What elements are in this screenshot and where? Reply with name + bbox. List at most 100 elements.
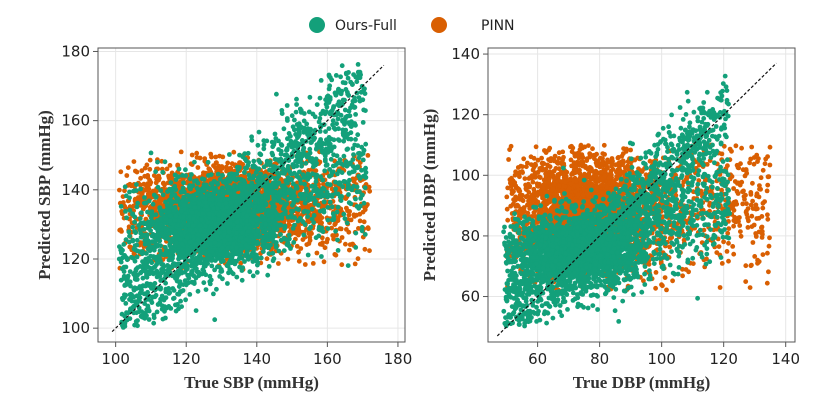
data-point	[315, 218, 321, 224]
data-point	[323, 129, 328, 135]
data-point	[326, 72, 332, 78]
data-point	[276, 261, 281, 266]
data-point	[192, 159, 197, 165]
data-point	[282, 223, 288, 229]
data-point	[175, 162, 181, 168]
data-point	[194, 155, 200, 160]
data-point	[301, 232, 307, 238]
data-point	[295, 231, 300, 237]
data-point	[367, 248, 372, 254]
data-point	[166, 173, 172, 179]
data-point	[125, 273, 131, 279]
data-point	[317, 241, 323, 247]
data-point	[352, 261, 358, 267]
data-point	[362, 185, 368, 191]
data-point	[187, 176, 193, 182]
data-point	[346, 212, 352, 218]
data-point	[132, 229, 138, 234]
data-point	[207, 281, 213, 287]
data-point	[342, 97, 347, 103]
data-point	[124, 257, 130, 263]
data-point	[332, 222, 338, 228]
legend-label-pinn: PINN	[481, 18, 515, 34]
data-point	[175, 174, 181, 180]
data-point	[142, 173, 148, 179]
data-point	[131, 159, 137, 165]
data-point	[258, 152, 264, 158]
data-point	[254, 270, 260, 275]
data-point	[325, 217, 331, 223]
data-point	[362, 246, 368, 252]
data-point	[261, 146, 267, 152]
legend-marker-pinn	[431, 17, 447, 33]
data-point	[312, 201, 318, 206]
data-point	[296, 249, 301, 255]
data-point	[339, 194, 344, 199]
data-point	[284, 152, 289, 158]
data-point	[134, 254, 140, 260]
data-point	[130, 224, 136, 230]
data-point	[333, 73, 339, 78]
data-point	[278, 232, 283, 237]
data-point	[365, 153, 371, 158]
data-point	[147, 181, 153, 187]
data-point	[255, 142, 261, 148]
data-point	[357, 218, 363, 224]
data-point	[294, 102, 299, 107]
data-point	[348, 201, 354, 207]
data-point	[132, 219, 138, 225]
data-point	[305, 252, 311, 258]
data-point	[356, 226, 361, 231]
data-point	[294, 243, 300, 249]
data-point	[314, 250, 320, 256]
data-point	[345, 263, 351, 268]
data-point	[264, 256, 270, 262]
data-point	[183, 167, 188, 173]
data-point	[314, 102, 320, 107]
data-point	[213, 154, 219, 160]
data-point	[365, 226, 371, 232]
data-point	[325, 205, 331, 210]
data-point	[195, 165, 201, 170]
data-point	[355, 62, 361, 67]
data-point	[146, 186, 152, 192]
data-point	[151, 173, 157, 179]
data-point	[155, 159, 160, 165]
data-point	[132, 196, 138, 202]
data-point	[153, 169, 159, 175]
data-point	[343, 241, 348, 247]
data-point	[147, 166, 153, 172]
data-point	[146, 192, 152, 198]
data-point	[322, 168, 328, 174]
data-point	[151, 320, 157, 326]
data-point	[356, 151, 361, 156]
data-point	[325, 236, 330, 242]
data-point	[319, 254, 324, 259]
data-point	[163, 245, 168, 250]
data-point	[285, 256, 291, 262]
data-point	[225, 160, 231, 166]
data-point	[338, 226, 344, 232]
data-point	[346, 136, 351, 142]
data-point	[134, 237, 140, 243]
data-point	[293, 109, 299, 115]
legend: Ours-Full PINN	[309, 17, 515, 34]
legend-label-ours-full: Ours-Full	[335, 18, 397, 34]
data-point	[147, 157, 153, 163]
data-point	[346, 192, 351, 197]
data-point	[134, 182, 139, 187]
data-point	[208, 277, 214, 283]
data-point	[339, 262, 345, 268]
data-point	[227, 152, 232, 157]
data-point	[134, 169, 140, 175]
data-point	[160, 181, 166, 186]
data-point	[333, 186, 338, 192]
data-point	[321, 259, 327, 265]
data-point	[335, 248, 341, 253]
data-point	[361, 219, 367, 225]
data-point	[124, 173, 130, 178]
data-point	[316, 233, 322, 239]
data-point	[237, 160, 243, 166]
